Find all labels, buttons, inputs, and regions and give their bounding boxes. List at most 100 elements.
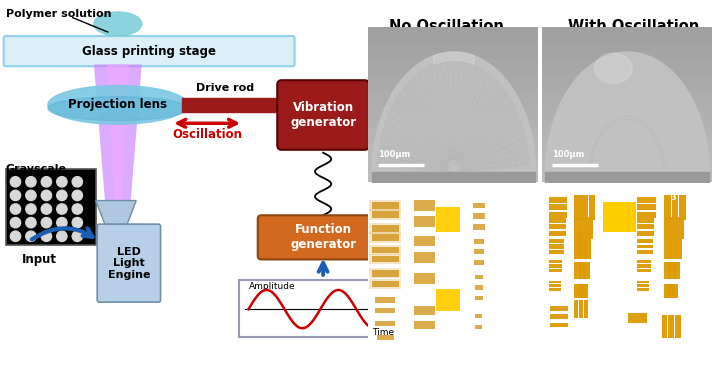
Text: 3: 3 [543,225,549,234]
Bar [372,255,399,262]
Bar [574,262,581,279]
Bar [414,200,435,211]
Bar [549,197,568,202]
Bar [542,128,712,136]
Circle shape [41,217,51,228]
Bar [369,200,401,210]
Bar [372,280,399,287]
Circle shape [10,190,21,201]
Bar [637,231,654,236]
Ellipse shape [48,85,188,124]
FancyBboxPatch shape [258,215,388,259]
Text: Projection lens: Projection lens [69,98,167,112]
Ellipse shape [94,12,142,36]
Bar [368,128,538,136]
Circle shape [10,177,21,187]
Ellipse shape [48,97,188,121]
Bar [664,217,671,239]
Bar [581,195,588,220]
Bar [414,252,435,262]
Ellipse shape [595,53,632,84]
FancyBboxPatch shape [4,36,295,66]
Bar [414,306,435,315]
Bar [368,58,538,67]
Bar [669,239,676,259]
Text: 1: 1 [700,333,706,342]
Bar [549,264,563,268]
Text: With Oscillation: With Oscillation [568,19,699,34]
Bar [549,288,561,291]
Bar [542,35,712,43]
Bar [368,120,538,128]
Text: Input: Input [22,253,57,266]
Bar [585,239,591,259]
Bar [372,247,399,254]
Circle shape [72,177,82,187]
Bar [369,223,401,234]
Bar [473,213,485,219]
Circle shape [72,190,82,201]
Polygon shape [94,64,142,201]
Bar [372,211,399,218]
Circle shape [56,190,67,201]
Bar [6,169,96,245]
FancyBboxPatch shape [277,80,369,150]
Bar [637,224,654,229]
Bar [542,151,712,159]
Bar [664,195,671,220]
Bar [368,81,538,90]
Bar [368,28,538,36]
Circle shape [10,204,21,214]
Bar [368,43,538,51]
Bar [368,151,538,159]
Text: Drive rod: Drive rod [196,83,254,93]
Bar [664,262,671,279]
Circle shape [72,217,82,228]
Bar [574,195,581,220]
Bar [549,269,563,272]
Bar [671,195,679,220]
Bar [414,273,435,284]
Bar [369,245,401,255]
Polygon shape [96,201,137,224]
Text: 100μm: 100μm [378,150,410,159]
Bar [369,279,401,289]
Bar [637,269,651,272]
Polygon shape [107,64,129,201]
Bar [579,239,586,259]
Text: 4: 4 [543,245,549,254]
Text: Function
generator: Function generator [290,223,356,251]
Bar [664,239,671,259]
Bar [182,98,285,112]
Bar [574,300,578,318]
Bar [473,202,485,208]
Bar [637,281,649,283]
Bar [377,335,394,340]
Bar [542,58,712,67]
Bar [549,284,561,287]
Bar [375,308,395,314]
Bar [549,231,566,236]
Bar [375,297,395,303]
Bar [475,325,482,329]
Circle shape [26,177,36,187]
Bar [637,212,656,217]
Bar [473,224,485,230]
Bar [372,202,399,209]
FancyBboxPatch shape [97,224,161,302]
Circle shape [10,217,21,228]
Bar [475,275,483,279]
Text: 100μm: 100μm [585,338,620,347]
Bar [372,234,399,241]
Circle shape [41,231,51,241]
Bar [436,289,460,311]
Text: Glass printing stage: Glass printing stage [82,45,216,58]
Circle shape [72,204,82,214]
Circle shape [56,217,67,228]
Bar [679,195,686,220]
Bar [675,239,681,259]
Circle shape [26,204,36,214]
Bar [542,158,712,167]
Bar [603,202,636,232]
Bar [661,315,668,339]
